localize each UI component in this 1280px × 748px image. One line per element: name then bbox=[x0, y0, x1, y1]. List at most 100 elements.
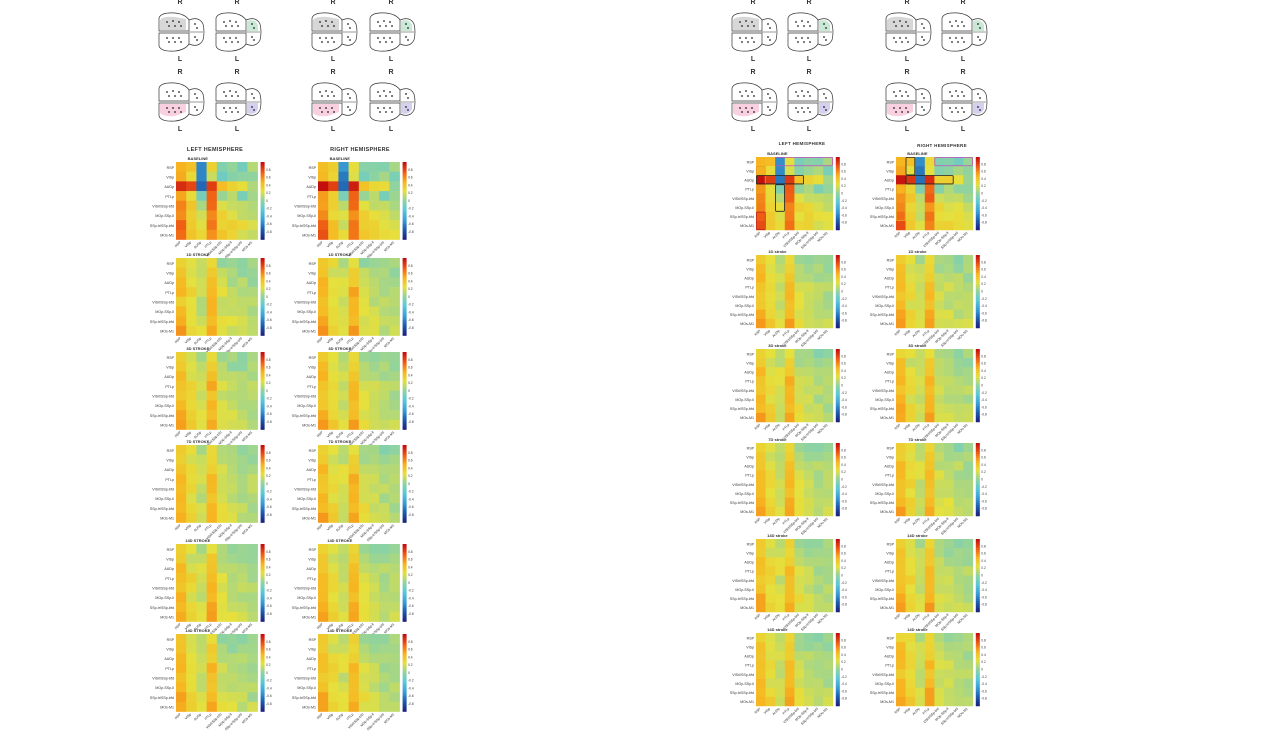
heatmap-cell bbox=[934, 479, 945, 489]
colorbar-segment bbox=[402, 273, 407, 276]
colorbar-tick: 0.2 bbox=[408, 573, 413, 577]
heatmap-cell bbox=[196, 611, 207, 622]
brain-label-l: L bbox=[904, 56, 910, 63]
heatmap-cell bbox=[804, 358, 814, 368]
heatmap-cell bbox=[358, 563, 370, 574]
heatmap-cell bbox=[338, 287, 349, 298]
heatmap-cell bbox=[176, 553, 187, 564]
colorbar-segment bbox=[402, 635, 407, 639]
row-label: RSP bbox=[887, 352, 895, 356]
heatmap-cell bbox=[823, 566, 834, 576]
colorbar-segment bbox=[975, 595, 980, 598]
colorbar-segment bbox=[260, 578, 265, 582]
heatmap-cell bbox=[905, 575, 916, 585]
heatmap-cell bbox=[944, 557, 954, 567]
heatmap-cell bbox=[784, 660, 795, 670]
heatmap-cell bbox=[369, 643, 380, 654]
colorbar-segment bbox=[975, 167, 980, 171]
heatmap-cell bbox=[765, 255, 776, 265]
colorbar-segment bbox=[260, 275, 265, 278]
row-label: PTLp bbox=[165, 195, 174, 199]
heatmap-cell bbox=[794, 264, 805, 274]
heatmap-cell bbox=[775, 264, 786, 274]
brain-label-l: L bbox=[234, 126, 240, 133]
heatmap-cell bbox=[963, 669, 974, 679]
heatmap-cell bbox=[934, 651, 945, 661]
heatmap-cell bbox=[328, 483, 339, 494]
colorbar-segment bbox=[975, 546, 980, 549]
column-label: VISp bbox=[184, 430, 192, 438]
colorbar-tick: 0.8 bbox=[408, 640, 413, 644]
heatmap-cell bbox=[756, 687, 766, 698]
heatmap-cell bbox=[338, 445, 349, 455]
colorbar-segment bbox=[260, 406, 265, 409]
colorbar-segment bbox=[975, 691, 980, 694]
heatmap-cell bbox=[196, 634, 207, 644]
heatmap-cell bbox=[176, 361, 187, 372]
heatmap-cell bbox=[775, 184, 786, 194]
heatmap-cell bbox=[206, 352, 218, 362]
colorbar-segment bbox=[260, 292, 265, 296]
heatmap-cell bbox=[953, 273, 964, 283]
heatmap-cell bbox=[905, 557, 916, 567]
colorbar-segment bbox=[975, 352, 980, 355]
colorbar-tick: -0.4 bbox=[841, 682, 847, 686]
colorbar-segment bbox=[835, 457, 840, 460]
brain-outline bbox=[215, 12, 262, 52]
heatmap-cell bbox=[328, 512, 339, 523]
colorbar-segment bbox=[975, 566, 980, 569]
heatmap-cell bbox=[934, 202, 945, 213]
heatmap-cell bbox=[915, 660, 926, 670]
row-label: VISrl/SSp-bfd bbox=[732, 197, 754, 201]
heatmap-cell bbox=[944, 696, 954, 707]
heatmap-cell bbox=[905, 376, 916, 386]
heatmap-cell bbox=[358, 287, 370, 298]
heatmap-cell bbox=[915, 584, 926, 595]
colorbar-segment bbox=[260, 165, 265, 169]
heatmap-cell bbox=[924, 488, 935, 499]
heatmap-cell bbox=[756, 349, 766, 359]
heatmap-cell bbox=[804, 264, 814, 274]
colorbar-tick: 0.6 bbox=[841, 646, 846, 650]
colorbar-segment bbox=[835, 689, 840, 692]
heatmap-cell bbox=[775, 602, 786, 613]
colorbar-segment bbox=[975, 220, 980, 223]
heatmap-cell bbox=[944, 318, 954, 329]
heatmap-cell bbox=[389, 306, 400, 317]
colorbar-segment bbox=[975, 188, 980, 191]
colorbar-segment bbox=[402, 271, 407, 274]
colorbar-segment bbox=[975, 173, 980, 176]
colorbar-segment bbox=[835, 566, 840, 569]
heatmap-cell bbox=[369, 454, 380, 465]
colorbar-segment bbox=[835, 649, 840, 652]
heatmap-cell bbox=[237, 352, 248, 362]
brain-label-l: L bbox=[177, 56, 183, 63]
column-label: AUDp bbox=[335, 430, 344, 439]
hemisphere-title-right: RIGHT HEMISPHERE bbox=[917, 143, 967, 148]
heatmap-cell bbox=[389, 371, 400, 382]
heatmap-cell bbox=[216, 512, 228, 523]
heatmap-cell bbox=[756, 273, 766, 283]
row-label: VISp bbox=[886, 456, 894, 460]
colorbar-segment bbox=[402, 206, 407, 209]
heatmap-cell bbox=[369, 400, 380, 411]
column-label: VISp bbox=[763, 613, 771, 621]
heatmap-cell bbox=[318, 267, 329, 278]
colorbar-segment bbox=[975, 669, 980, 672]
heatmap-cell bbox=[369, 296, 380, 307]
colorbar-segment bbox=[402, 604, 407, 607]
colorbar-segment bbox=[835, 311, 840, 314]
heatmap-cell bbox=[348, 325, 360, 336]
heatmap-cell bbox=[227, 316, 238, 327]
heatmap-cell bbox=[756, 470, 766, 480]
colorbar-segment bbox=[835, 200, 840, 203]
heatmap-cell bbox=[196, 582, 207, 593]
heatmap-cell bbox=[756, 651, 766, 661]
heatmap-cell bbox=[369, 162, 380, 172]
heatmap-cell bbox=[823, 412, 834, 423]
heatmap-cell bbox=[765, 358, 776, 368]
column-label: AUDp bbox=[193, 336, 202, 345]
heatmap-cell bbox=[784, 264, 795, 274]
row-label: PTLp bbox=[307, 478, 316, 482]
